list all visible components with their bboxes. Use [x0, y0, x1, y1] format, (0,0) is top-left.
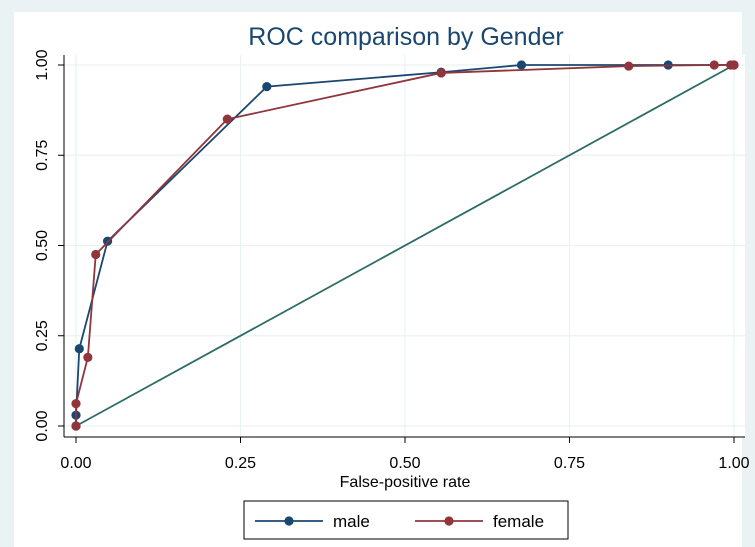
series-group [71, 60, 739, 431]
point-female-0 [71, 421, 81, 431]
point-male-2 [74, 344, 84, 354]
y-tick-label-1: 0.25 [34, 320, 51, 351]
point-female-2 [83, 352, 93, 363]
x-tick-label-4: 1.00 [718, 455, 749, 472]
legend-label-female: female [493, 512, 544, 531]
reference-line [75, 64, 735, 427]
y-tick-label-2: 0.50 [34, 230, 51, 261]
y-tick-label-3: 0.75 [34, 140, 51, 171]
point-female-1 [71, 399, 81, 409]
point-female-5 [436, 68, 446, 78]
legend: male female [243, 500, 569, 540]
point-female-6 [624, 61, 634, 71]
x-tick-label-2: 0.50 [389, 455, 420, 472]
chart-title: ROC comparison by Gender [248, 23, 563, 51]
series-line-female [75, 64, 734, 426]
x-axis-label: False-positive rate [340, 474, 471, 491]
x-tick-label-0: 0.00 [60, 455, 91, 472]
axes: 0.00 0.25 0.50 0.75 1.00 0.00 0.25 0.50 0.75 1.00 [34, 49, 750, 472]
y-tick-label-0: 0.00 [34, 410, 51, 441]
point-female-4 [222, 114, 232, 124]
legend-box [243, 500, 569, 540]
legend-marker-female [444, 516, 454, 526]
x-tick-label-1: 0.25 [225, 455, 256, 472]
point-male-4 [262, 82, 272, 92]
legend-marker-male [284, 516, 294, 526]
y-tick-label-4: 1.00 [34, 49, 51, 80]
x-tick-label-3: 0.75 [554, 455, 585, 472]
point-female-9 [729, 60, 739, 70]
grid [64, 55, 745, 437]
point-female-7 [709, 60, 719, 70]
point-female-3 [91, 249, 101, 260]
point-male-6 [516, 60, 527, 70]
legend-label-male: male [333, 512, 370, 531]
